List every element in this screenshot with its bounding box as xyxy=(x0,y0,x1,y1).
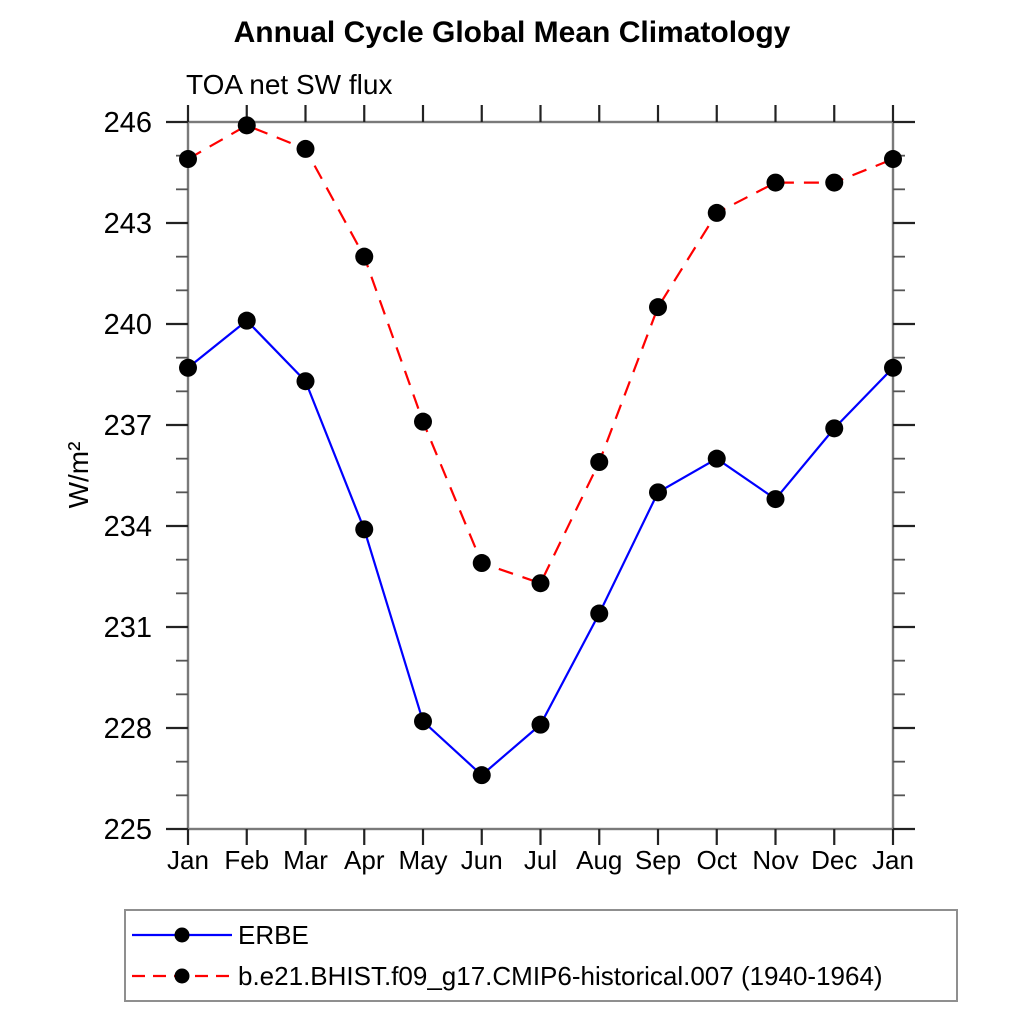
data-point xyxy=(355,247,374,266)
x-tick-label: Sep xyxy=(635,845,681,875)
x-tick-label: Apr xyxy=(344,845,385,875)
x-tick-label: Aug xyxy=(576,845,622,875)
x-tick-label: Oct xyxy=(697,845,738,875)
legend-entry-model: b.e21.BHIST.f09_g17.CMIP6-historical.007… xyxy=(130,956,956,997)
x-tick-label: Mar xyxy=(283,845,328,875)
y-tick-label: 243 xyxy=(104,208,152,240)
x-tick-label: Jul xyxy=(524,845,557,875)
data-point xyxy=(237,311,256,330)
legend-line-dashed-icon xyxy=(132,968,232,984)
data-point xyxy=(472,554,491,573)
y-tick-label: 225 xyxy=(104,814,152,846)
series-line xyxy=(187,319,894,777)
legend-box: ERBE b.e21.BHIST.f09_g17.CMIP6-historica… xyxy=(124,909,958,1002)
data-point xyxy=(531,715,550,734)
x-tick-label: Jan xyxy=(167,845,209,875)
data-point xyxy=(179,358,197,377)
data-point xyxy=(649,483,667,502)
chart-subtitle: TOA net SW flux xyxy=(186,69,393,100)
y-tick-label: 231 xyxy=(104,612,152,644)
data-point xyxy=(707,203,726,222)
data-point xyxy=(414,412,432,431)
data-point xyxy=(355,520,374,539)
data-point xyxy=(237,116,256,135)
legend-label-model: b.e21.BHIST.f09_g17.CMIP6-historical.007… xyxy=(238,960,883,991)
data-point xyxy=(590,604,609,623)
x-tick-label: Nov xyxy=(752,845,798,875)
data-point xyxy=(472,766,491,785)
legend-entry-erbe: ERBE xyxy=(130,915,956,956)
chart-title: Annual Cycle Global Mean Climatology xyxy=(233,16,791,49)
data-point xyxy=(766,490,785,509)
data-point xyxy=(825,419,844,438)
x-tick-label: Feb xyxy=(224,845,269,875)
y-tick-label: 237 xyxy=(104,410,152,442)
data-point xyxy=(825,173,844,192)
data-point xyxy=(296,139,315,158)
x-tick-label: May xyxy=(398,845,447,875)
data-point xyxy=(590,453,609,472)
data-point xyxy=(884,150,902,169)
data-point xyxy=(884,358,902,377)
data-point xyxy=(414,712,432,731)
y-tick-label: 246 xyxy=(104,107,152,139)
series-line xyxy=(187,124,894,585)
data-point xyxy=(649,298,667,317)
x-tick-label: Dec xyxy=(811,845,857,875)
y-tick-label: 234 xyxy=(104,511,152,543)
data-point xyxy=(531,574,550,593)
y-tick-label: 240 xyxy=(104,309,152,341)
data-point xyxy=(296,372,315,391)
y-tick-label: 228 xyxy=(104,713,152,745)
legend-line-solid-icon xyxy=(132,927,232,943)
x-tick-label: Jan xyxy=(872,845,914,875)
data-point xyxy=(179,150,197,169)
x-tick-label: Jun xyxy=(461,845,503,875)
data-point xyxy=(766,173,785,192)
data-point xyxy=(707,449,726,468)
legend-label-erbe: ERBE xyxy=(238,919,309,950)
